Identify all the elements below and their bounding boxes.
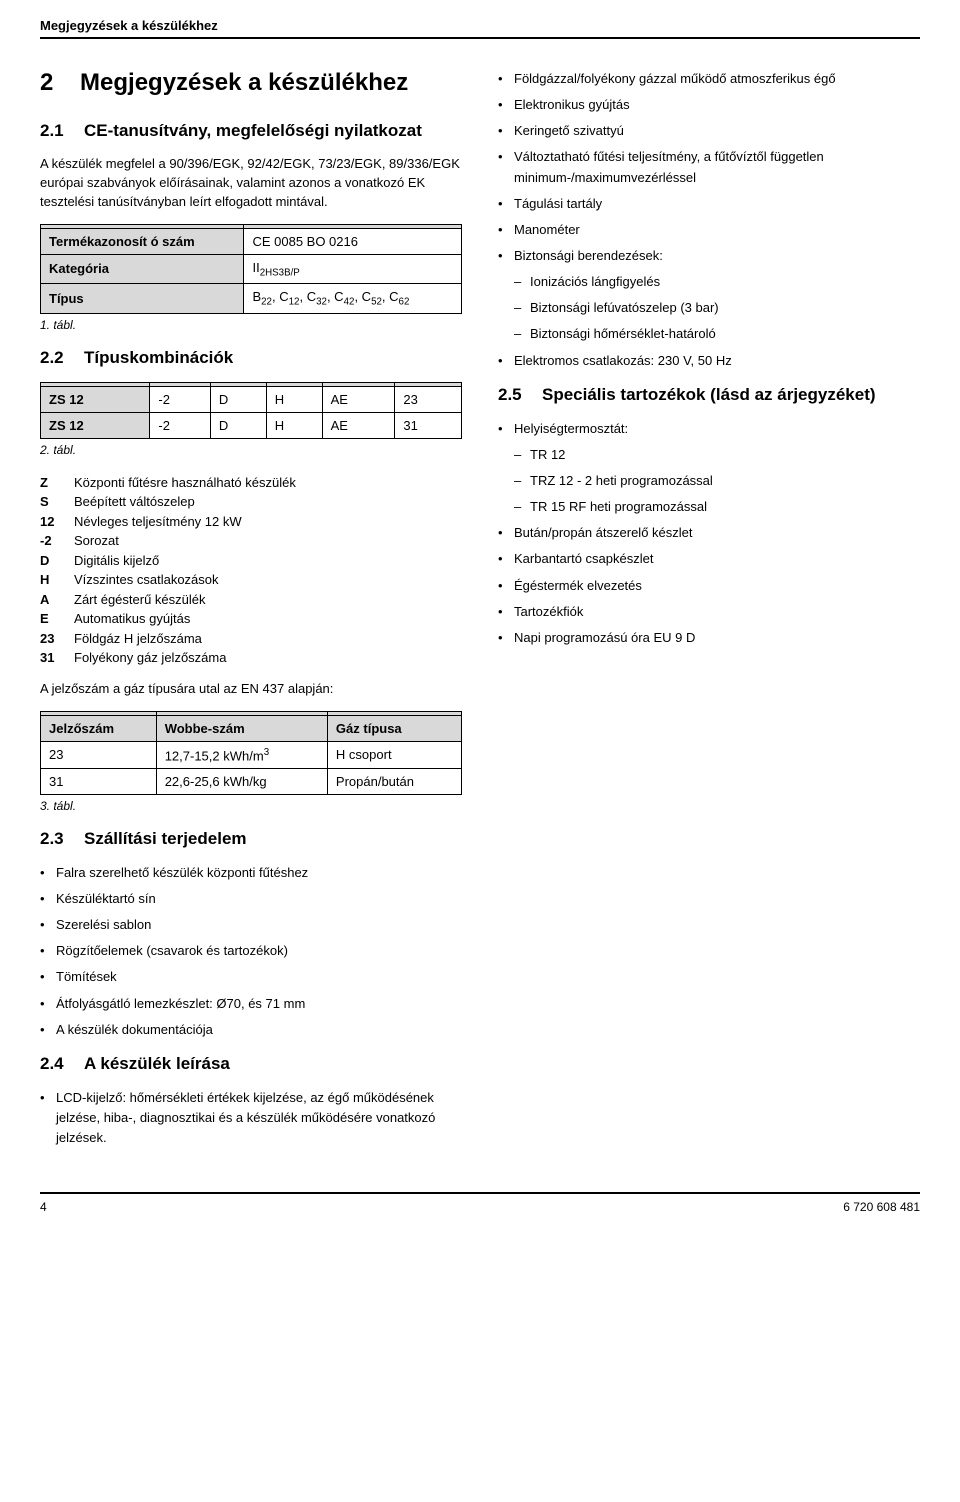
table-1-caption: 1. tábl. xyxy=(40,318,462,332)
section-2-1-para: A készülék megfelel a 90/396/EGK, 92/42/… xyxy=(40,155,462,212)
sec-title: Speciális tartozékok (lásd az árjegyzéke… xyxy=(542,385,920,405)
section-2-3-list: Falra szerelhető készülék központi fűtés… xyxy=(40,863,462,1040)
table-2-caption: 2. tábl. xyxy=(40,443,462,457)
section-2-3-heading: 2.3 Szállítási terjedelem xyxy=(40,829,462,849)
sec-num: 2.2 xyxy=(40,348,84,368)
main-content: 2 Megjegyzések a készülékhez 2.1 CE-tanu… xyxy=(40,69,920,1162)
sec-num: 2.5 xyxy=(498,385,542,405)
chapter-heading: 2 Megjegyzések a készülékhez xyxy=(40,69,462,97)
section-2-5-list: Helyiségtermosztát:TR 12TRZ 12 - 2 heti … xyxy=(498,419,920,648)
definitions-list: ZKözponti fűtésre használható készülékSB… xyxy=(40,473,462,668)
sec-title: A készülék leírása xyxy=(84,1054,462,1074)
sec-num: 2.3 xyxy=(40,829,84,849)
h1-number: 2 xyxy=(40,69,53,96)
line-note: A jelzőszám a gáz típusára utal az EN 43… xyxy=(40,680,462,699)
sec-title: CE-tanusítvány, megfelelőségi nyilatkoza… xyxy=(84,121,462,141)
sec-title: Szállítási terjedelem xyxy=(84,829,462,849)
section-2-4-list-left: LCD-kijelző: hőmérsékleti értékek kijelz… xyxy=(40,1088,462,1148)
sec-num: 2.1 xyxy=(40,121,84,141)
table-3-caption: 3. tábl. xyxy=(40,799,462,813)
h1-text: Megjegyzések a készülékhez xyxy=(80,69,408,96)
table-3: JelzőszámWobbe-számGáz típusa 2312,7-15,… xyxy=(40,711,462,795)
section-2-2-heading: 2.2 Típuskombinációk xyxy=(40,348,462,368)
page-running-header: Megjegyzések a készülékhez xyxy=(40,18,920,39)
section-2-1-heading: 2.1 CE-tanusítvány, megfelelőségi nyilat… xyxy=(40,121,462,141)
table-2: ZS 12-2DHAE23ZS 12-2DHAE31 xyxy=(40,382,462,439)
doc-number: 6 720 608 481 xyxy=(843,1200,920,1214)
section-2-5-heading: 2.5 Speciális tartozékok (lásd az árjegy… xyxy=(498,385,920,405)
sec-num: 2.4 xyxy=(40,1054,84,1074)
section-2-4-list-right: Földgázzal/folyékony gázzal működő atmos… xyxy=(498,69,920,371)
section-2-4-heading: 2.4 A készülék leírása xyxy=(40,1054,462,1074)
page-footer: 4 6 720 608 481 xyxy=(40,1192,920,1214)
sec-title: Típuskombinációk xyxy=(84,348,462,368)
page-number: 4 xyxy=(40,1200,47,1214)
table-1: Termékazonosít ó számCE 0085 BO 0216Kate… xyxy=(40,224,462,314)
